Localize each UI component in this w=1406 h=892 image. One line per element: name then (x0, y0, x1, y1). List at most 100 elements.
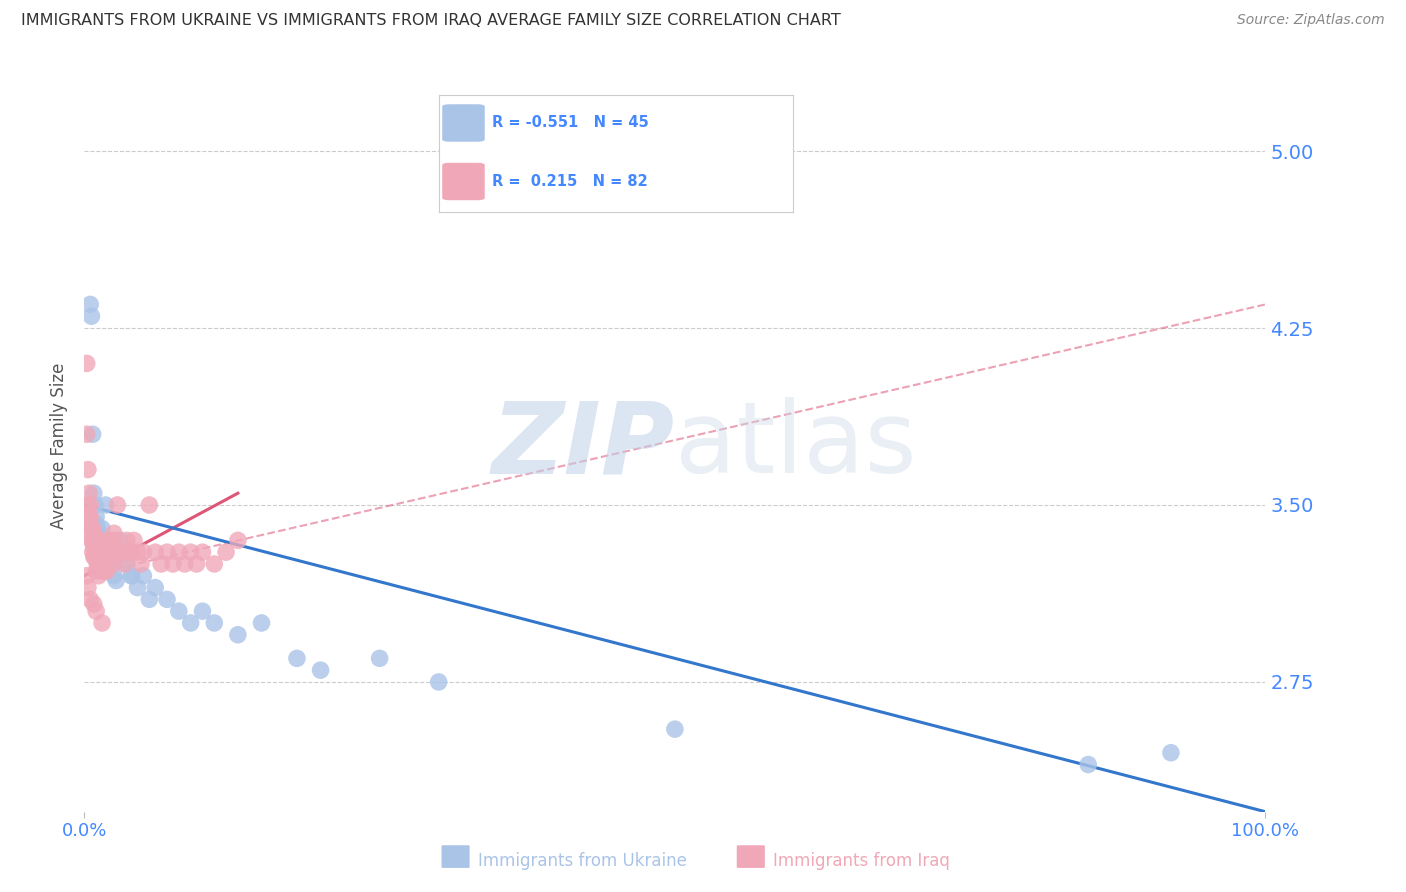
Point (91, 522, 114, 536)
Point (89, 533, 111, 548)
Point (79, 297, 101, 311)
Point (115, 533, 138, 548)
Point (215, 545, 238, 559)
Point (91, 564, 114, 578)
Point (94, 498, 117, 512)
Point (77, 462, 100, 476)
Point (118, 545, 141, 559)
Point (105, 574, 128, 588)
Point (127, 545, 149, 559)
Point (107, 498, 129, 512)
Point (180, 615, 202, 630)
Point (103, 526, 125, 541)
Point (156, 592, 179, 607)
Point (100, 557, 122, 571)
Point (121, 545, 143, 559)
Point (202, 557, 225, 571)
Point (83, 597, 105, 611)
Point (138, 498, 160, 512)
Point (86, 557, 108, 571)
Point (84, 545, 107, 559)
Point (114, 557, 136, 571)
Point (84, 549, 107, 564)
Point (76, 427, 98, 442)
Point (1160, 746, 1182, 760)
Point (80, 310, 103, 324)
Point (664, 722, 686, 736)
Point (76, 568, 98, 582)
Point (98, 549, 121, 564)
Point (96, 557, 118, 571)
Point (180, 545, 202, 559)
Point (86, 533, 108, 548)
Point (122, 533, 145, 548)
Point (86, 522, 108, 536)
Text: atlas: atlas (675, 398, 917, 494)
Point (156, 545, 179, 559)
Point (97, 533, 120, 548)
Text: Immigrants from Ukraine: Immigrants from Ukraine (478, 852, 688, 870)
Point (87, 545, 110, 559)
Point (100, 545, 122, 559)
Point (94, 545, 117, 559)
Point (91, 545, 114, 559)
Point (91, 549, 114, 564)
Point (427, 675, 450, 690)
Point (226, 533, 249, 548)
Point (98, 545, 121, 559)
Point (84, 533, 107, 548)
Point (84, 516, 107, 531)
Point (132, 545, 155, 559)
Point (1077, 757, 1099, 772)
Point (76, 356, 98, 370)
Point (84, 498, 107, 512)
Point (226, 628, 249, 642)
Point (98, 545, 121, 559)
Point (103, 568, 125, 582)
Point (79, 592, 101, 607)
Point (202, 615, 225, 630)
Point (83, 541, 105, 555)
Point (82, 533, 104, 548)
Point (79, 498, 101, 512)
Point (111, 545, 134, 559)
Point (84, 533, 107, 548)
Point (89, 549, 111, 564)
Point (82, 522, 104, 536)
Point (82, 427, 104, 442)
Point (93, 549, 115, 564)
Point (150, 557, 173, 571)
Point (90, 557, 112, 571)
Point (90, 545, 112, 559)
Point (191, 604, 214, 618)
Point (90, 538, 112, 552)
Point (91, 557, 114, 571)
Point (84, 564, 107, 578)
Point (91, 545, 114, 559)
Text: ZIP: ZIP (492, 398, 675, 494)
Point (285, 651, 308, 665)
Point (89, 533, 111, 548)
Point (79, 509, 101, 524)
Point (84, 509, 107, 524)
Point (80, 526, 103, 541)
Point (91, 615, 114, 630)
Text: IMMIGRANTS FROM UKRAINE VS IMMIGRANTS FROM IRAQ AVERAGE FAMILY SIZE CORRELATION : IMMIGRANTS FROM UKRAINE VS IMMIGRANTS FR… (21, 13, 841, 29)
Point (121, 568, 143, 582)
Point (121, 568, 143, 582)
Point (167, 545, 190, 559)
Point (97, 533, 120, 548)
Point (97, 549, 120, 564)
Point (86, 545, 108, 559)
Point (94, 557, 117, 571)
Point (87, 526, 110, 541)
Point (79, 516, 101, 531)
Y-axis label: Average Family Size: Average Family Size (51, 363, 69, 529)
Point (84, 549, 107, 564)
Point (80, 533, 103, 548)
Point (84, 604, 107, 618)
Point (104, 533, 127, 548)
Point (108, 545, 131, 559)
Point (83, 549, 105, 564)
Point (108, 533, 131, 548)
